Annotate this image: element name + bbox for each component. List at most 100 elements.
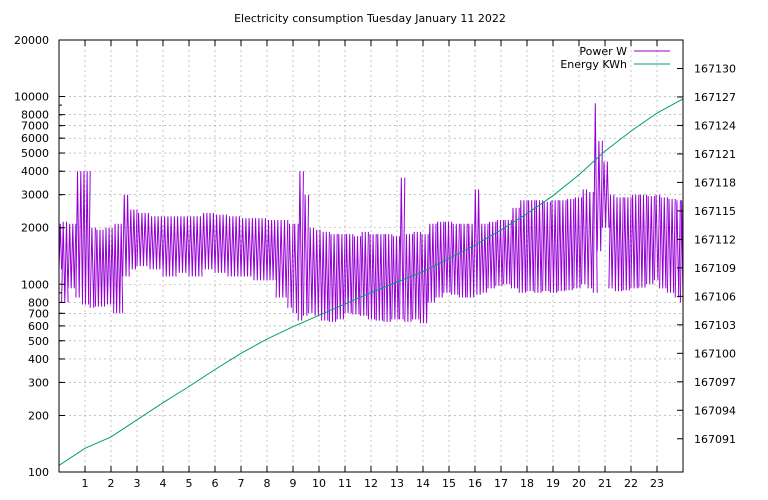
y2-tick-label: 167103: [694, 319, 736, 332]
power-series-segment: [188, 216, 203, 277]
power-series-segment: [352, 236, 362, 315]
power-series-segment: [503, 219, 512, 285]
x-tick-label: 20: [572, 477, 586, 490]
power-series-segment: [659, 197, 668, 289]
x-tick-label: 3: [134, 477, 141, 490]
legend-label-power: Power W: [579, 45, 627, 58]
power-series-segment: [122, 194, 130, 277]
y2-tick-label: 167121: [694, 148, 736, 161]
power-series-segment: [638, 194, 648, 288]
y2-tick-label: 167130: [694, 62, 736, 75]
y2-tick-label: 167106: [694, 290, 736, 303]
power-series-segment: [587, 191, 594, 289]
y-tick-label: 2000: [21, 222, 49, 235]
y-tick-label: 8000: [21, 109, 49, 122]
y-tick-label: 200: [28, 409, 49, 422]
power-series-segment: [565, 198, 575, 291]
power-series-segment: [451, 223, 460, 295]
power-series-segment: [518, 200, 528, 293]
y-tick-label: 10000: [14, 91, 49, 104]
x-tick-label: 16: [468, 477, 482, 490]
power-series-segment: [201, 212, 216, 270]
y2-tick-label: 167109: [694, 262, 736, 275]
x-tick-label: 23: [650, 477, 664, 490]
power-series-segment: [630, 194, 640, 289]
x-tick-label: 7: [238, 477, 245, 490]
x-tick-label: 22: [624, 477, 638, 490]
y2-tick-label: 167091: [694, 433, 736, 446]
power-series-segment: [136, 212, 151, 267]
power-series-segment: [614, 197, 624, 292]
power-series-segment: [375, 234, 385, 321]
y-tick-label: 4000: [21, 165, 49, 178]
power-series-segment: [94, 229, 105, 307]
power-series-segment: [227, 216, 242, 277]
power-series-segment: [89, 227, 96, 308]
power-series-segment: [113, 223, 124, 314]
power-series-segment: [104, 227, 115, 305]
power-series-segment: [419, 234, 429, 324]
y-tick-label: 7000: [21, 120, 49, 133]
power-series-segment: [592, 103, 598, 293]
x-tick-label: 19: [546, 477, 560, 490]
axes: 1 2 3 4 5 6 7 8 9 10 11 12 13 14 15 16 17 18 19 20 21 22 23100…: [14, 34, 736, 490]
power-series-segment: [297, 171, 304, 321]
power-series-segment: [128, 209, 138, 270]
x-tick-label: 18: [520, 477, 534, 490]
power-series-segment: [581, 189, 589, 285]
legend: Power W Energy KWh: [560, 45, 670, 71]
power-series-segment: [653, 194, 661, 281]
power-series-segment: [328, 234, 338, 322]
power-series-segment: [399, 177, 406, 320]
power-series-segment: [67, 223, 77, 289]
power-series-segment: [162, 216, 177, 277]
y-tick-label: 700: [28, 307, 49, 320]
y-tick-label: 6000: [21, 132, 49, 145]
x-tick-label: 8: [264, 477, 271, 490]
x-tick-label: 15: [442, 477, 456, 490]
chart-title: Electricity consumption Tuesday January …: [234, 12, 506, 25]
power-series-segment: [443, 221, 453, 293]
y2-tick-label: 167094: [694, 404, 736, 417]
power-series-segment: [596, 140, 603, 252]
power-series-segment: [427, 223, 437, 303]
y-tick-label: 1000: [21, 278, 49, 291]
power-series-segment: [302, 194, 310, 316]
power-series-segment: [266, 219, 277, 281]
power-series-segment: [646, 196, 655, 285]
y2-tick-label: 167124: [694, 119, 736, 132]
x-tick-label: 1: [82, 477, 89, 490]
y-tick-label: 100: [28, 466, 49, 479]
power-series-segment: [391, 236, 401, 320]
x-tick-label: 10: [312, 477, 326, 490]
x-tick-label: 4: [160, 477, 167, 490]
power-series-segment: [466, 223, 475, 298]
power-series-segment: [360, 231, 369, 316]
y-tick-label: 600: [28, 320, 49, 333]
y-tick-label: 300: [28, 376, 49, 389]
power-series-segment: [608, 194, 616, 289]
power-series-segment: [214, 214, 229, 273]
power-series-segment: [336, 234, 346, 320]
power-series-segment: [404, 234, 414, 322]
power-series-segment: [549, 200, 559, 293]
x-tick-label: 5: [186, 477, 193, 490]
power-series-segment: [287, 223, 294, 308]
y-tick-label: 400: [28, 353, 49, 366]
power-series-segment: [308, 227, 316, 314]
x-tick-label: 2: [108, 477, 115, 490]
y2-tick-label: 167112: [694, 233, 736, 246]
power-series-segment: [149, 216, 164, 270]
power-series-segment: [601, 161, 610, 228]
power-series-segment: [674, 200, 681, 298]
y2-tick-label: 167118: [694, 176, 736, 189]
power-series-segment: [75, 171, 83, 298]
x-tick-label: 14: [416, 477, 430, 490]
y-tick-label: 3000: [21, 189, 49, 202]
power-series-segment: [573, 197, 583, 289]
power-series-segment: [479, 223, 489, 293]
power-series-segment: [542, 201, 551, 292]
x-tick-label: 12: [364, 477, 378, 490]
power-series-segment: [253, 218, 268, 281]
